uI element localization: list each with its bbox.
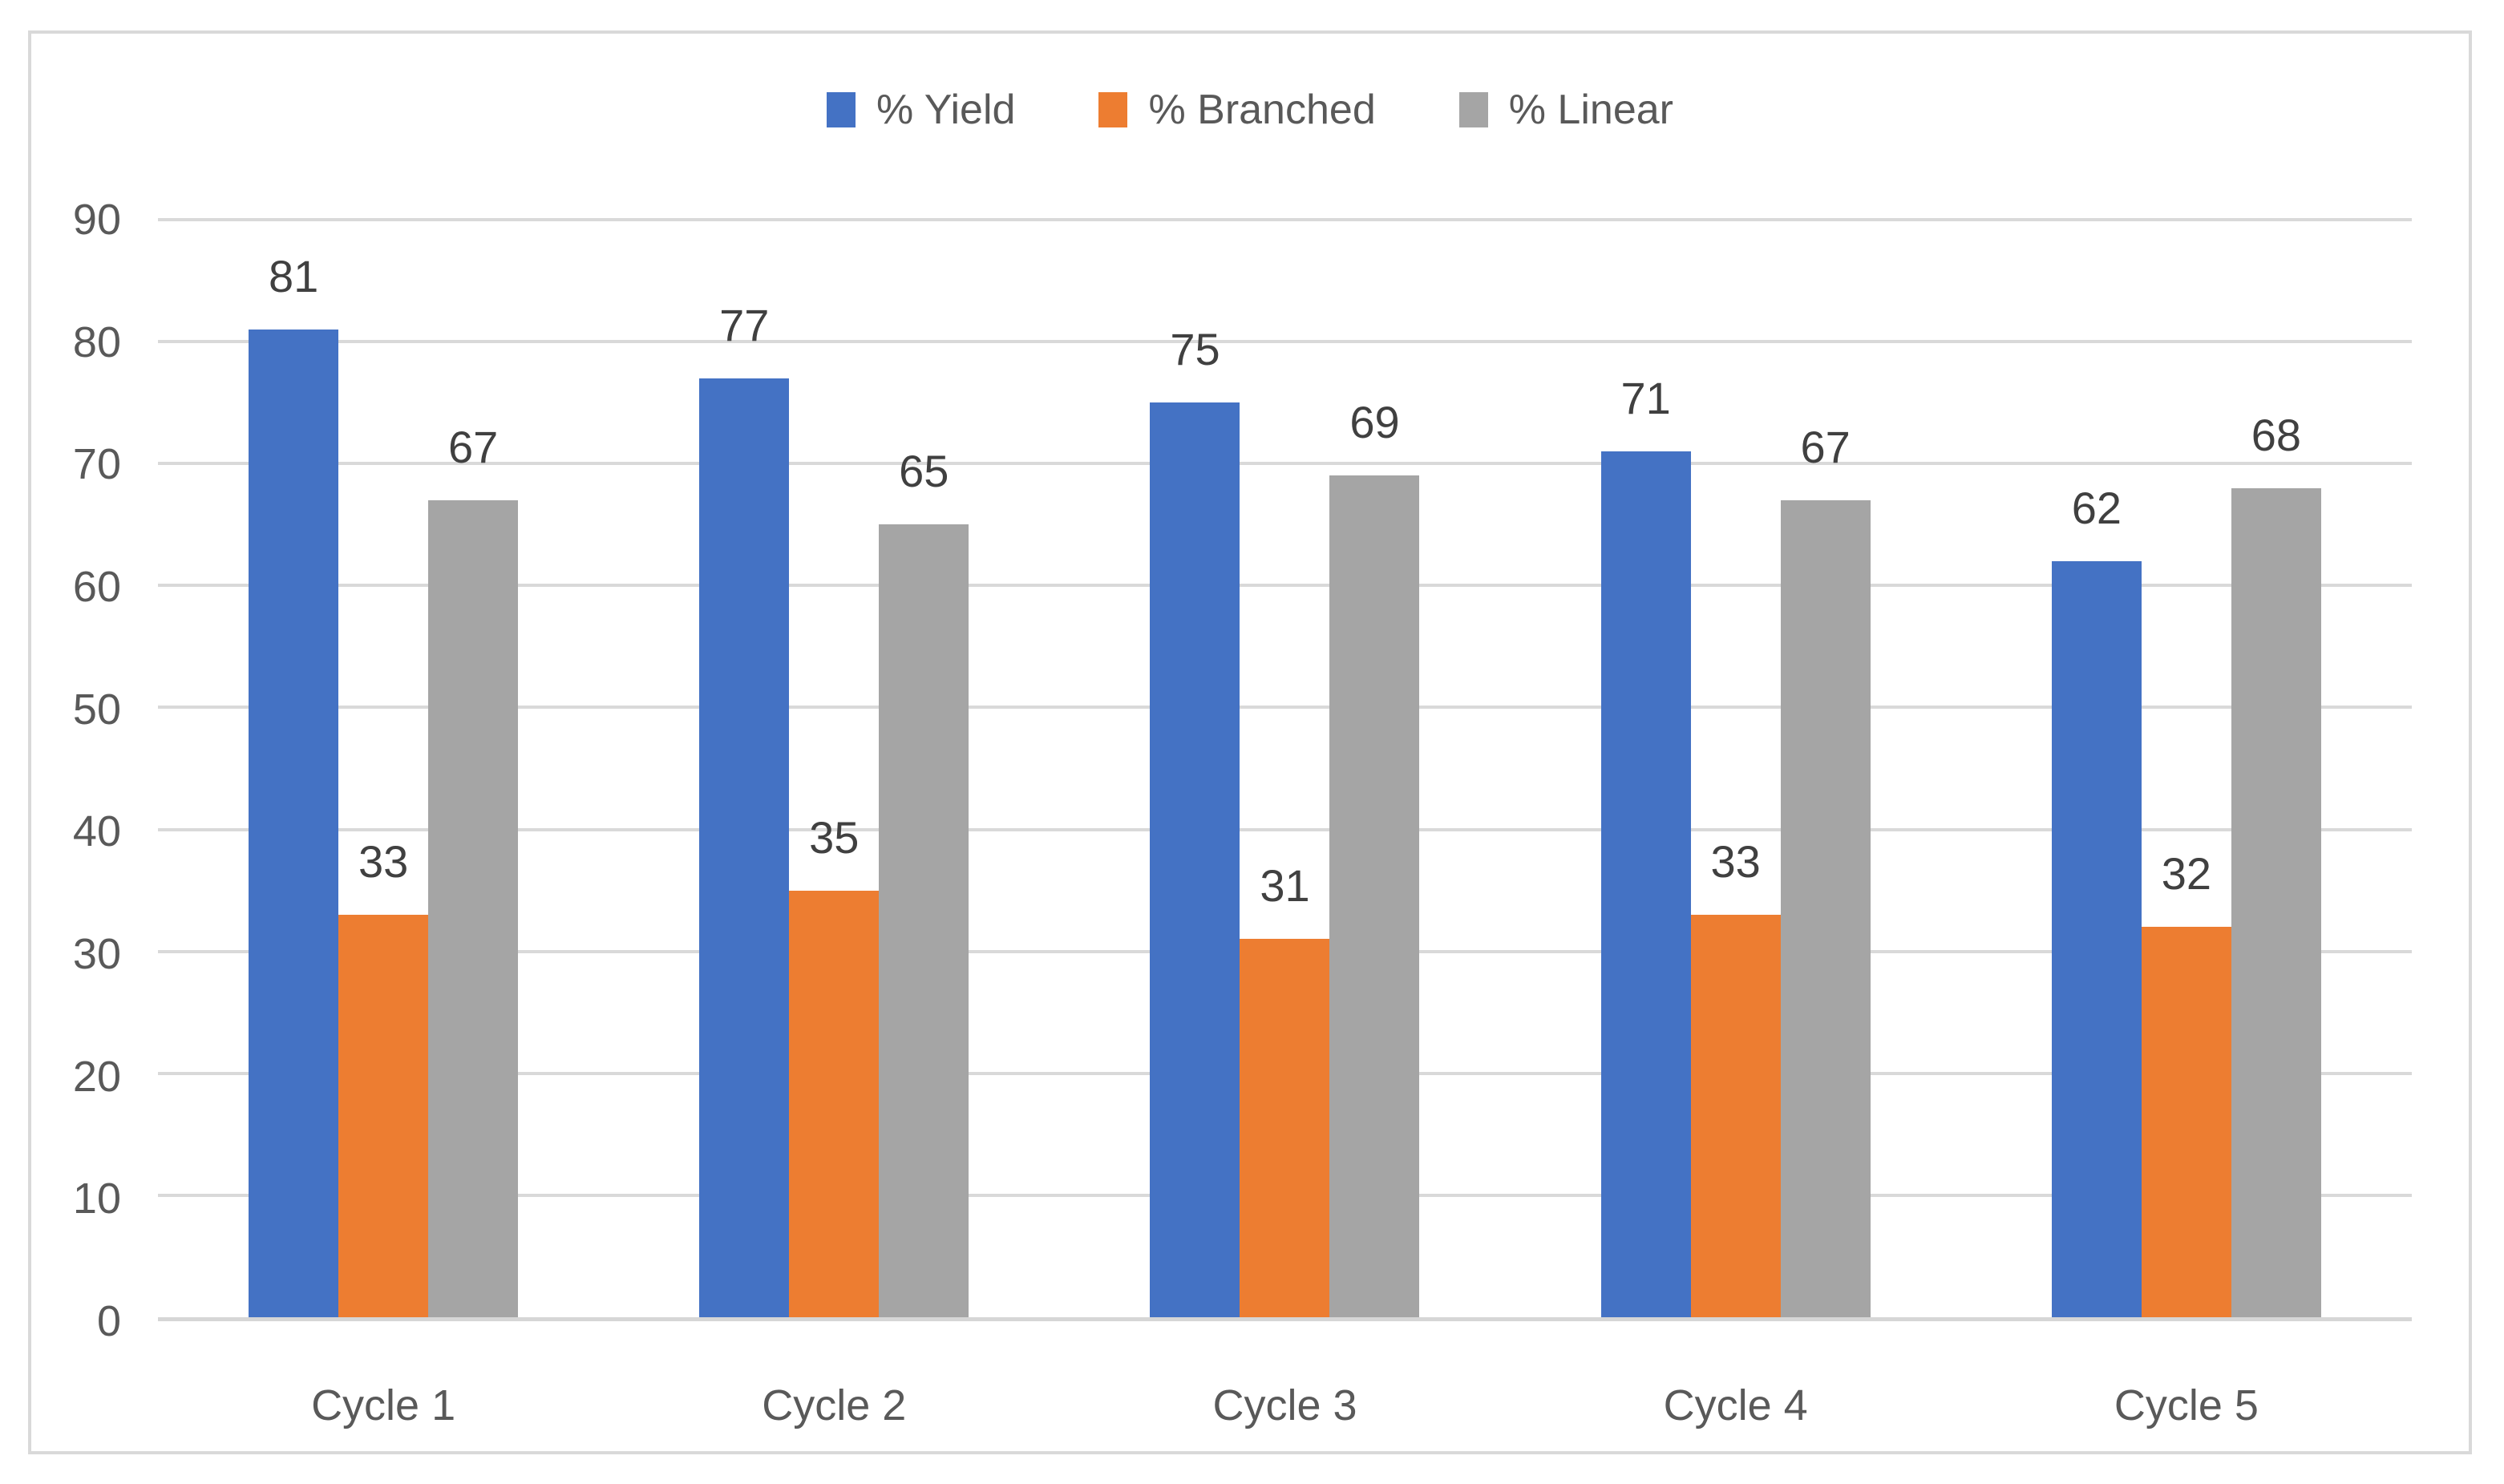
bar-group-cycle-4: 71 33 67 [1511, 220, 1961, 1317]
gridline-70 [158, 462, 2412, 466]
x-axis: Cycle 1 Cycle 2 Cycle 3 Cycle 4 Cycle 5 [158, 1371, 2412, 1435]
legend-item-yield: % Yield [827, 86, 1015, 134]
bar-linear-cycle-1: 67 [428, 424, 519, 1317]
data-label-branched-cycle-3: 31 [1260, 860, 1310, 912]
gridline-80 [158, 340, 2412, 344]
gridline-90 [158, 218, 2412, 221]
bar-group-cycle-2: 77 35 65 [609, 220, 1059, 1317]
data-label-branched-cycle-4: 33 [1710, 836, 1761, 888]
gridline-60 [158, 584, 2412, 588]
legend-label: % Linear [1508, 87, 1673, 133]
data-label-linear-cycle-4: 67 [1800, 421, 1851, 472]
data-label-linear-cycle-2: 65 [899, 446, 949, 497]
bar-yield-cycle-4: 71 [1600, 376, 1691, 1317]
data-label-linear-cycle-5: 68 [2251, 409, 2302, 460]
data-label-branched-cycle-2: 35 [809, 811, 860, 863]
bar-branched-cycle-5: 32 [2141, 851, 2231, 1317]
bar-branched-cycle-1: 33 [338, 839, 429, 1317]
bar-linear-cycle-5: 68 [2231, 412, 2321, 1317]
y-tick-label-40: 40 [72, 807, 121, 856]
y-tick-label-0: 0 [96, 1297, 121, 1345]
data-label-branched-cycle-1: 33 [358, 836, 409, 888]
data-label-yield-cycle-2: 77 [719, 299, 770, 350]
data-label-yield-cycle-1: 81 [268, 250, 319, 301]
legend-marker-icon [827, 92, 856, 127]
bar-yield-cycle-2: 77 [699, 302, 790, 1317]
bar-group-cycle-5: 62 32 68 [1961, 220, 2412, 1317]
y-tick-label-10: 10 [72, 1175, 121, 1223]
legend-label: % Yield [876, 87, 1016, 133]
data-label-yield-cycle-5: 62 [2071, 482, 2122, 533]
y-tick-label-60: 60 [72, 563, 121, 611]
bar-yield-cycle-3: 75 [1150, 327, 1240, 1317]
x-category-label-cycle-3: Cycle 3 [1212, 1381, 1357, 1429]
bar-branched-cycle-4: 33 [1690, 839, 1781, 1317]
y-tick-label-20: 20 [72, 1052, 121, 1101]
bar-yield-cycle-1: 81 [249, 253, 339, 1317]
plot-area: 81 33 67 77 35 65 75 31 69 71 33 67 62 32 68 [158, 218, 2412, 1321]
x-category-label-cycle-2: Cycle 2 [762, 1381, 907, 1429]
bar-yield-cycle-5: 62 [2051, 485, 2142, 1317]
y-tick-label-80: 80 [72, 317, 121, 366]
x-category-label-cycle-1: Cycle 1 [311, 1381, 456, 1429]
bar-branched-cycle-3: 31 [1240, 863, 1330, 1317]
bar-linear-cycle-3: 69 [1329, 400, 1420, 1317]
y-tick-label-70: 70 [72, 440, 121, 489]
data-label-linear-cycle-1: 67 [447, 421, 499, 472]
data-label-linear-cycle-3: 69 [1349, 397, 1400, 448]
legend: % Yield % Branched % Linear [31, 82, 2469, 138]
y-axis: 0 10 20 30 40 50 60 70 80 90 [31, 198, 121, 1343]
bar-linear-cycle-4: 67 [1780, 424, 1871, 1317]
x-category-label-cycle-4: Cycle 4 [1663, 1381, 1808, 1429]
legend-item-branched: % Branched [1098, 86, 1376, 134]
gridline-40 [158, 827, 2412, 831]
bar-branched-cycle-2: 35 [789, 815, 880, 1317]
y-tick-label-90: 90 [72, 196, 121, 244]
chart-frame: % Yield % Branched % Linear 0 10 20 30 40 50 60 7… [28, 30, 2472, 1454]
bar-group-cycle-1: 81 33 67 [158, 220, 609, 1317]
gridline-50 [158, 706, 2412, 710]
legend-marker-icon [1098, 92, 1128, 127]
data-label-yield-cycle-3: 75 [1170, 324, 1220, 375]
bar-linear-cycle-2: 65 [879, 449, 969, 1317]
legend-item-linear: % Linear [1458, 86, 1673, 134]
x-category-label-cycle-5: Cycle 5 [2114, 1381, 2259, 1429]
bar-group-cycle-3: 75 31 69 [1059, 220, 1510, 1317]
legend-label: % Branched [1148, 87, 1376, 133]
legend-marker-icon [1458, 92, 1488, 127]
y-tick-label-50: 50 [72, 685, 121, 734]
data-label-yield-cycle-4: 71 [1620, 373, 1671, 424]
data-label-branched-cycle-5: 32 [2161, 848, 2212, 900]
y-tick-label-30: 30 [72, 930, 121, 978]
